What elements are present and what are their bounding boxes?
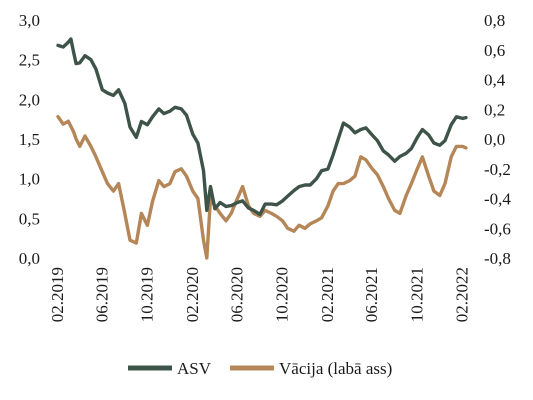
y-left-tick-label: 1,0 xyxy=(19,170,40,189)
series-line-vacija xyxy=(56,115,468,260)
x-tick-label: 06.2019 xyxy=(92,267,111,322)
x-tick-label: 02.2020 xyxy=(183,267,202,322)
x-tick-label: 02.2019 xyxy=(48,267,67,322)
y-right-tick-label: 0,4 xyxy=(484,71,506,90)
y-right-tick-label: -0,6 xyxy=(484,219,511,238)
series-lines xyxy=(56,37,468,260)
x-axis-ticks: 02.2019 06.2019 10.2019 02.2020 06.2020 10.20… xyxy=(48,267,472,322)
y-left-tick-label: 3,0 xyxy=(19,11,40,30)
x-tick-label: 06.2021 xyxy=(362,267,381,322)
y-right-tick-label: 0,2 xyxy=(484,100,505,119)
y-left-tick-label: 2,5 xyxy=(19,51,40,70)
y-right-tick-label: 0,6 xyxy=(484,41,505,60)
y-right-tick-label: 0,0 xyxy=(484,130,505,149)
x-tick-label: 10.2020 xyxy=(272,267,291,322)
y-right-tick-label: -0,4 xyxy=(484,190,511,209)
y-right-tick-label: -0,2 xyxy=(484,160,511,179)
x-tick-label: 02.2022 xyxy=(453,267,472,322)
y-right-tick-label: 0,8 xyxy=(484,11,505,30)
x-tick-label: 06.2020 xyxy=(227,267,246,322)
legend-label-vacija: Vācija (labā ass) xyxy=(279,359,392,378)
x-tick-label: 10.2021 xyxy=(407,267,426,322)
y-left-tick-label: 2,0 xyxy=(19,90,40,109)
y-right-tick-label: -0,8 xyxy=(484,249,511,268)
y-left-tick-label: 0,5 xyxy=(19,209,40,228)
legend: ASV Vācija (labā ass) xyxy=(128,359,392,378)
x-tick-label: 02.2021 xyxy=(318,267,337,322)
series-line-asv xyxy=(56,37,468,217)
y-left-tick-label: 1,5 xyxy=(19,130,40,149)
y-left-tick-label: 0,0 xyxy=(19,249,40,268)
y-left-axis-ticks: 0,0 0,5 1,0 1,5 2,0 2,5 3,0 xyxy=(19,11,40,268)
x-tick-label: 10.2019 xyxy=(137,267,156,322)
legend-label-asv: ASV xyxy=(177,359,212,378)
y-right-axis-ticks: -0,8 -0,6 -0,4 -0,2 0,0 0,2 0,4 0,6 0,8 xyxy=(484,11,511,268)
